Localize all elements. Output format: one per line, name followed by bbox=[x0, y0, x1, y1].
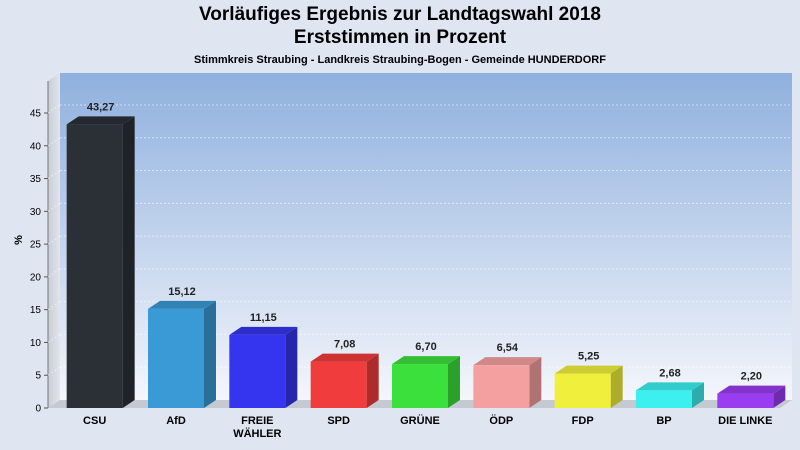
bar-side bbox=[366, 353, 379, 408]
bar: 7,08 bbox=[310, 339, 379, 408]
grid-line-side bbox=[47, 170, 61, 179]
bar-value-label: 5,25 bbox=[578, 351, 599, 363]
chart-caption: Stimmkreis Straubing - Landkreis Straubi… bbox=[194, 54, 606, 66]
bar-value-label: 6,54 bbox=[497, 342, 519, 354]
x-tick-label: GRÜNE bbox=[400, 414, 440, 427]
bar-front bbox=[229, 334, 286, 408]
grid-line-side bbox=[47, 301, 61, 311]
bar: 2,20 bbox=[717, 371, 786, 408]
y-tick-label: 45 bbox=[30, 109, 42, 120]
bar-value-label: 7,08 bbox=[334, 339, 355, 351]
y-axis-label: % bbox=[13, 235, 25, 245]
grid-line-side bbox=[47, 202, 61, 212]
chart-title: Vorläufiges Ergebnis zur Landtagswahl 20… bbox=[199, 4, 601, 25]
bar-top bbox=[554, 365, 623, 374]
bar-side bbox=[529, 357, 542, 408]
grid-line-side bbox=[47, 104, 61, 114]
bar-side bbox=[204, 300, 216, 408]
bar-top bbox=[717, 385, 786, 394]
bar-value-label: 43,27 bbox=[87, 101, 115, 113]
bar-front bbox=[392, 364, 448, 408]
y-tick-label: 35 bbox=[30, 174, 42, 185]
bar-front bbox=[310, 361, 367, 408]
bar-top bbox=[392, 356, 460, 365]
plot-left-wall bbox=[48, 73, 60, 408]
bar: 11,15 bbox=[229, 312, 298, 408]
x-tick-label: FREIE WÄHLER bbox=[233, 415, 281, 440]
y-tick-label: 5 bbox=[35, 371, 41, 382]
bars: 43,27 15,12 11,15 7,08 6,70 6,54 5,25 2,68 2,20 bbox=[66, 101, 786, 408]
y-tick-label: 15 bbox=[30, 305, 42, 316]
x-tick-label: BP bbox=[656, 415, 671, 427]
bar-side bbox=[692, 382, 704, 408]
bar-value-label: 15,12 bbox=[168, 286, 196, 298]
bar-front bbox=[66, 124, 123, 408]
x-tick-label: FDP bbox=[572, 415, 594, 427]
bar-front bbox=[636, 390, 692, 408]
bar: 6,54 bbox=[473, 342, 542, 408]
grid-line-side bbox=[47, 268, 61, 278]
y-tick-label: 30 bbox=[30, 207, 42, 218]
x-tick-label: DIE LINKE bbox=[718, 415, 772, 427]
bar-top bbox=[310, 353, 379, 362]
bar: 15,12 bbox=[148, 286, 216, 408]
bar-top bbox=[473, 357, 542, 366]
bar-front bbox=[473, 365, 530, 408]
bar-front bbox=[148, 308, 204, 408]
bar: 5,25 bbox=[554, 351, 623, 408]
bar-side bbox=[285, 326, 298, 408]
bar-side bbox=[610, 365, 623, 408]
bar: 2,68 bbox=[636, 367, 704, 408]
x-tick-label: CSU bbox=[83, 415, 106, 427]
bar-side bbox=[448, 356, 460, 408]
y-tick-label: 25 bbox=[30, 240, 42, 251]
grid-line-side bbox=[47, 137, 61, 147]
bar: 43,27 bbox=[66, 101, 135, 408]
bar-front bbox=[717, 393, 774, 408]
x-tick-label: AfD bbox=[166, 415, 186, 427]
bar-top bbox=[636, 382, 704, 391]
bar-value-label: 11,15 bbox=[250, 312, 277, 324]
chart-subtitle: Erststimmen in Prozent bbox=[293, 27, 507, 48]
bar-front bbox=[554, 373, 611, 408]
y-tick-label: 40 bbox=[30, 141, 42, 152]
grid-line-side bbox=[47, 235, 61, 245]
grid-line-side bbox=[47, 334, 61, 343]
bar-top bbox=[66, 116, 135, 125]
bar-top bbox=[148, 300, 216, 309]
bar-side bbox=[773, 385, 786, 408]
bar-value-label: 6,70 bbox=[415, 341, 436, 353]
bar-value-label: 2,20 bbox=[741, 371, 762, 383]
y-tick-label: 0 bbox=[35, 404, 41, 415]
x-axis: CSU AfD FREIE WÄHLER SPD GRÜNE ÖDP FDP BP DIE LIN… bbox=[83, 414, 772, 440]
x-tick-label: SPD bbox=[327, 415, 350, 427]
bar-side bbox=[122, 116, 135, 408]
grid-line-side bbox=[47, 366, 61, 376]
y-tick-label: 20 bbox=[30, 272, 42, 283]
y-tick-label: 10 bbox=[30, 338, 42, 349]
bar: 6,70 bbox=[392, 341, 460, 408]
bar-value-label: 2,68 bbox=[659, 367, 680, 379]
bar-top bbox=[229, 326, 298, 335]
x-tick-label: ÖDP bbox=[489, 414, 513, 427]
